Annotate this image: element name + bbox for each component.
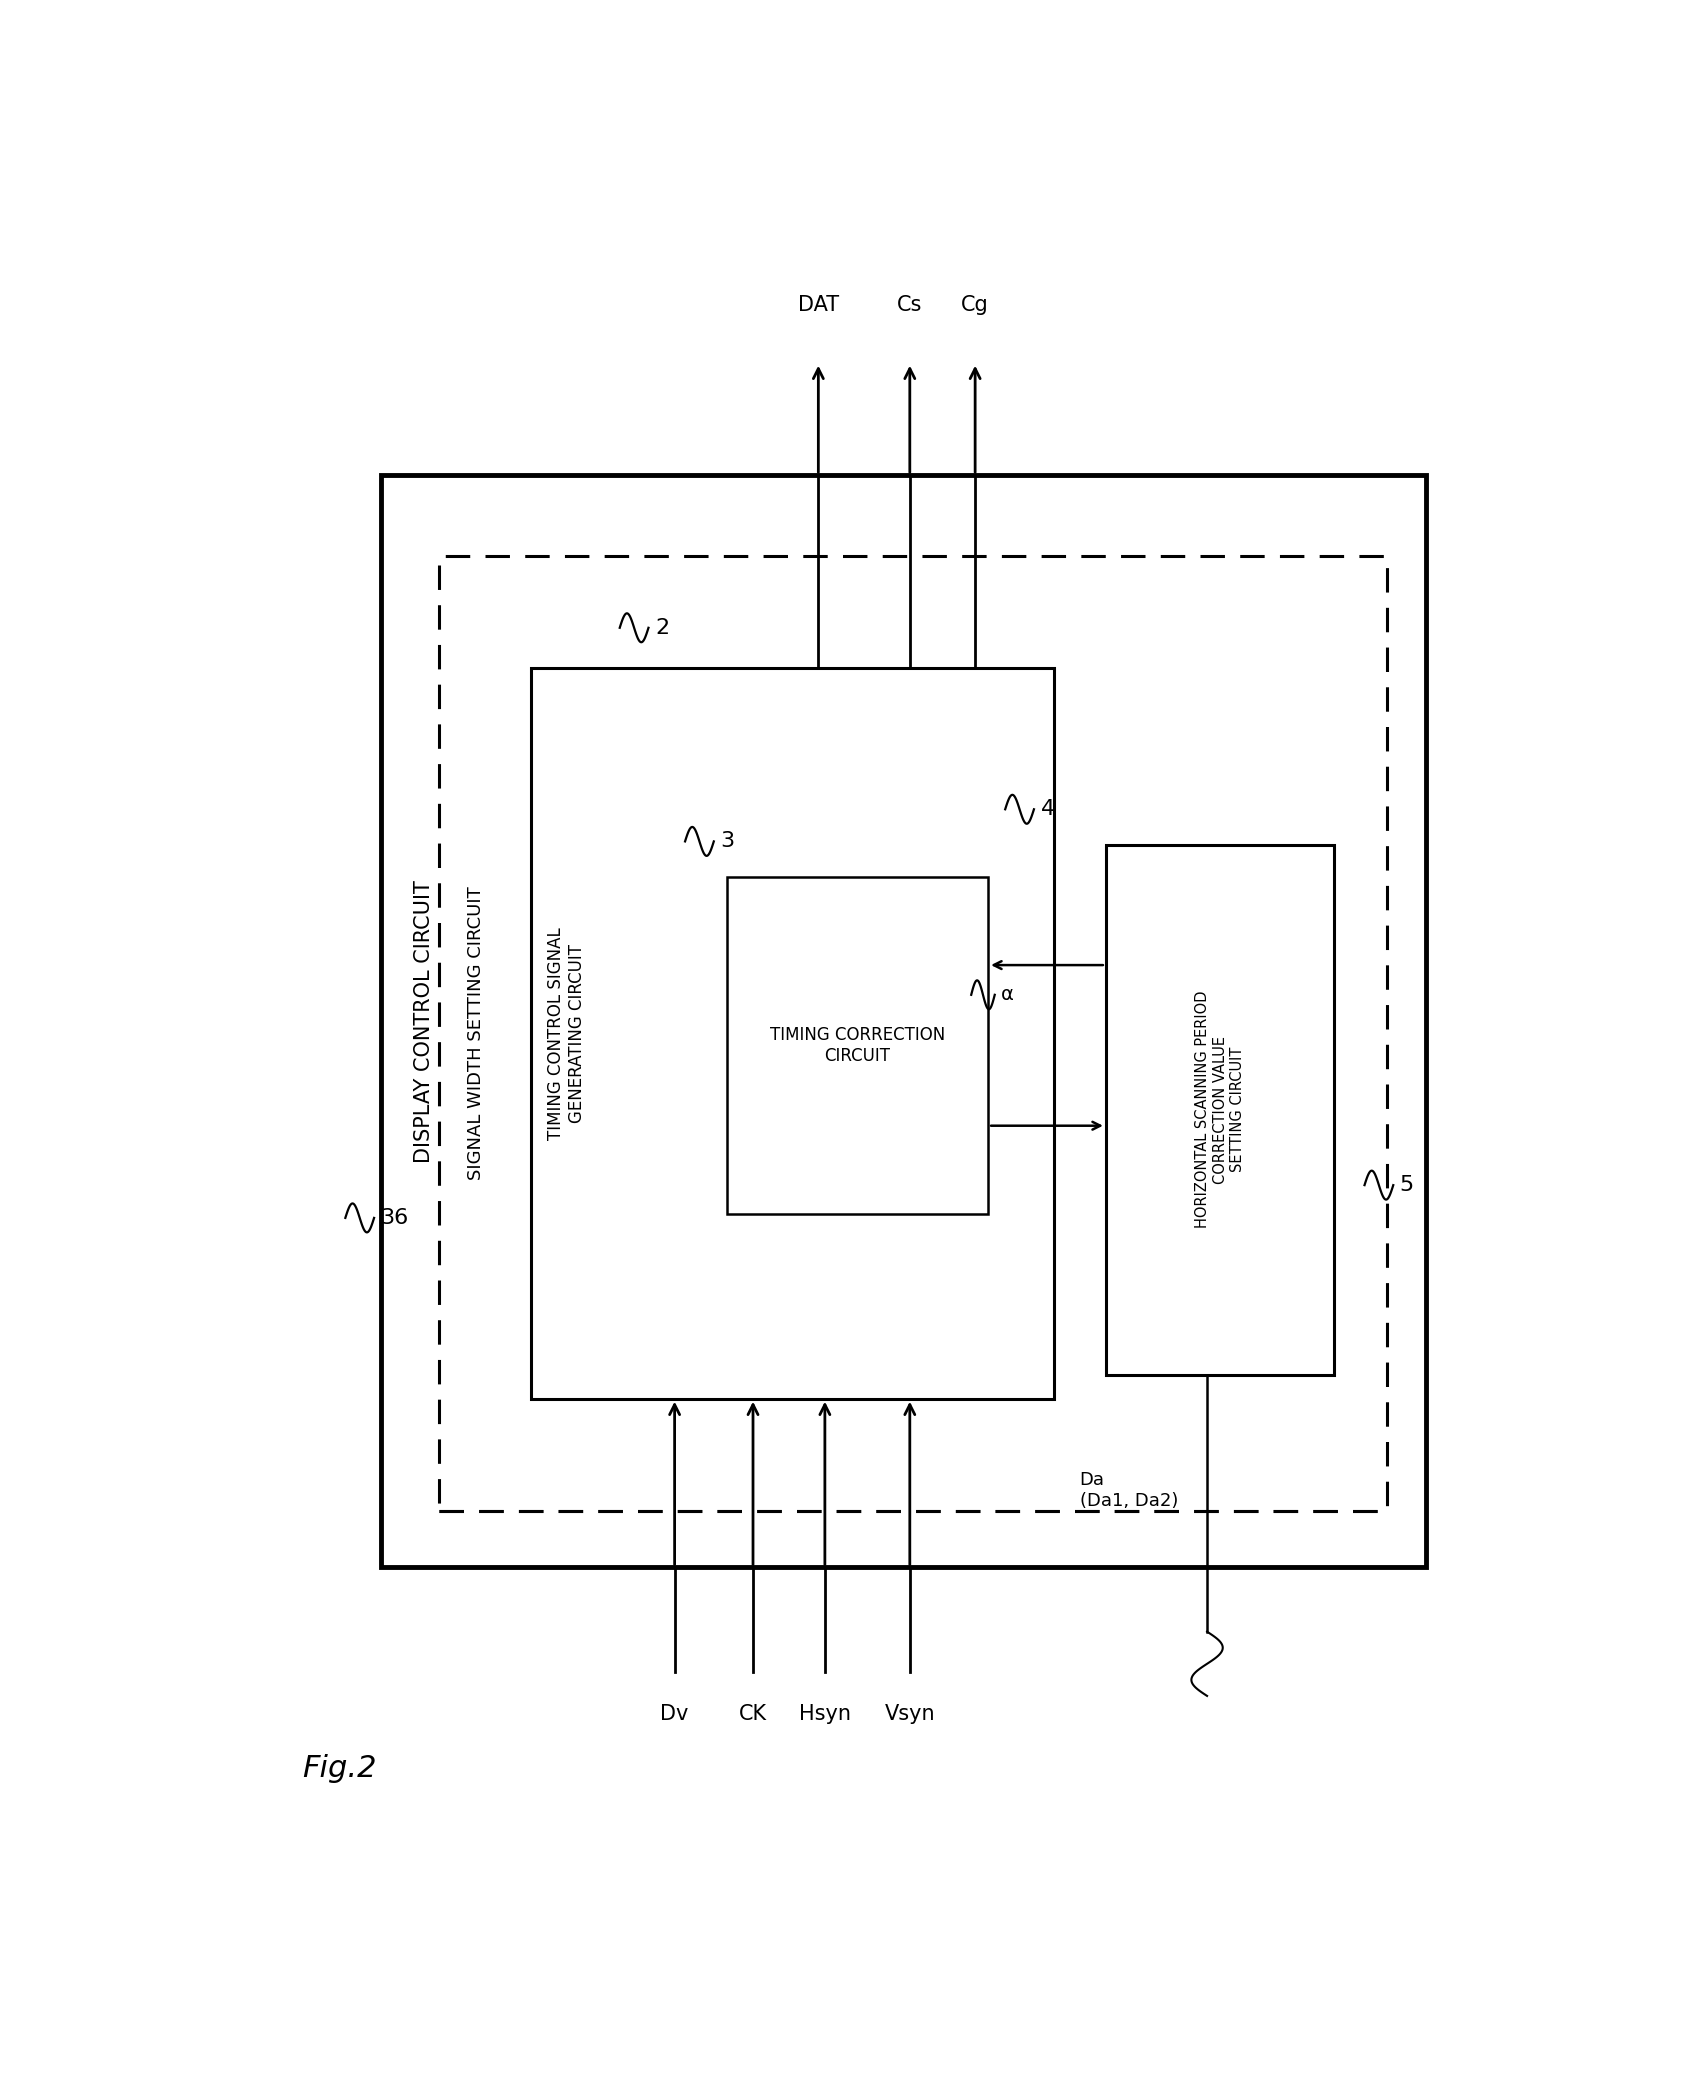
Text: Cg: Cg — [961, 294, 990, 315]
Text: 36: 36 — [381, 1208, 410, 1229]
Text: CK: CK — [738, 1704, 767, 1723]
Text: Fig.2: Fig.2 — [302, 1754, 376, 1784]
Text: SIGNAL WIDTH SETTING CIRCUIT: SIGNAL WIDTH SETTING CIRCUIT — [467, 887, 486, 1181]
Text: HORIZONTAL SCANNING PERIOD
CORRECTION VALUE
SETTING CIRCUIT: HORIZONTAL SCANNING PERIOD CORRECTION VA… — [1195, 991, 1244, 1229]
Text: TIMING CORRECTION
CIRCUIT: TIMING CORRECTION CIRCUIT — [771, 1026, 946, 1064]
Text: Cs: Cs — [897, 294, 922, 315]
Text: TIMING CONTROL SIGNAL
GENERATING CIRCUIT: TIMING CONTROL SIGNAL GENERATING CIRCUIT — [546, 926, 585, 1139]
Text: Dv: Dv — [661, 1704, 690, 1723]
Bar — [727, 876, 988, 1214]
Text: DISPLAY CONTROL CIRCUIT: DISPLAY CONTROL CIRCUIT — [413, 880, 433, 1162]
Text: 3: 3 — [720, 832, 735, 851]
Text: 2: 2 — [654, 617, 669, 638]
Bar — [440, 555, 1386, 1510]
Text: 5: 5 — [1399, 1174, 1415, 1195]
Text: Da
(Da1, Da2): Da (Da1, Da2) — [1079, 1471, 1179, 1510]
Bar — [381, 476, 1426, 1567]
Bar — [531, 668, 1054, 1400]
Text: α: α — [1001, 985, 1015, 1003]
Text: Vsyn: Vsyn — [885, 1704, 936, 1723]
Text: DAT: DAT — [797, 294, 840, 315]
Bar — [1106, 845, 1335, 1375]
Text: Hsyn: Hsyn — [799, 1704, 851, 1723]
Text: 4: 4 — [1040, 799, 1055, 820]
